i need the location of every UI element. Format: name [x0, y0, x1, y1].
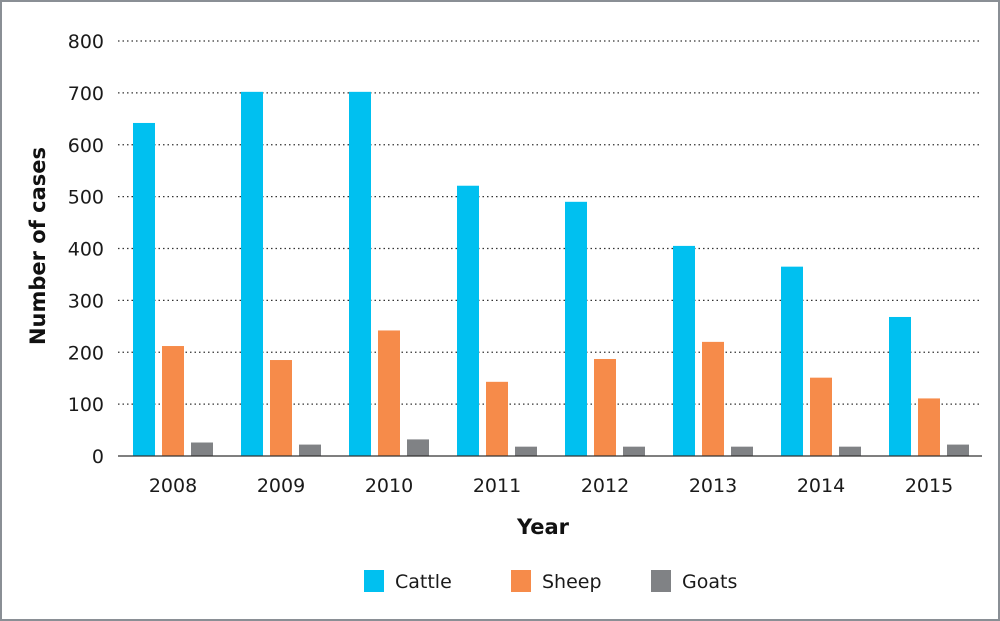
- y-axis-ticks: 0 100 200 300 400 500 600 700 800: [68, 31, 104, 468]
- x-tick-label: 2012: [581, 475, 629, 497]
- legend-label-goats: Goats: [682, 571, 737, 593]
- legend: Cattle Sheep Goats: [364, 570, 737, 593]
- y-tick-label: 400: [68, 239, 104, 261]
- bar-goats-2009: [299, 444, 321, 456]
- bar-sheep-2012: [594, 358, 616, 456]
- y-tick-label: 700: [68, 83, 104, 105]
- x-tick-label: 2015: [905, 475, 953, 497]
- bar-cattle-2013: [673, 245, 695, 456]
- legend-swatch-goats: [651, 570, 671, 592]
- bar-cattle-2015: [889, 316, 911, 456]
- bar-sheep-2010: [378, 330, 400, 456]
- bar-sheep-2009: [270, 360, 292, 456]
- bar-cattle-2011: [457, 185, 479, 456]
- bar-cattle-2012: [565, 201, 587, 456]
- bar-goats-2012: [623, 446, 645, 456]
- bar-sheep-2015: [918, 398, 940, 456]
- bar-goats-2015: [947, 444, 969, 456]
- bar-goats-2014: [839, 446, 861, 456]
- bar-cattle-2008: [133, 122, 155, 457]
- x-tick-label: 2013: [689, 475, 737, 497]
- y-tick-label: 600: [68, 135, 104, 157]
- y-tick-label: 800: [68, 31, 104, 53]
- bar-goats-2011: [515, 446, 537, 456]
- legend-swatch-cattle: [364, 570, 384, 592]
- x-tick-label: 2014: [797, 475, 845, 497]
- bars: [133, 91, 969, 457]
- legend-swatch-sheep: [511, 570, 531, 592]
- bar-sheep-2013: [702, 341, 724, 456]
- bar-sheep-2008: [162, 346, 184, 456]
- y-tick-label: 0: [92, 446, 104, 468]
- bar-goats-2010: [407, 439, 429, 456]
- y-tick-label: 300: [68, 290, 104, 312]
- bar-cattle-2009: [241, 91, 263, 457]
- bar-cattle-2010: [349, 91, 371, 457]
- bar-sheep-2014: [810, 377, 832, 456]
- x-tick-label: 2009: [257, 475, 305, 497]
- bar-cattle-2014: [781, 266, 803, 456]
- x-tick-label: 2011: [473, 475, 521, 497]
- bar-goats-2008: [191, 442, 213, 456]
- x-tick-label: 2008: [149, 475, 197, 497]
- y-tick-label: 200: [68, 342, 104, 364]
- bar-goats-2013: [731, 446, 753, 456]
- x-tick-label: 2010: [365, 475, 413, 497]
- y-tick-label: 100: [68, 394, 104, 416]
- legend-label-cattle: Cattle: [395, 571, 452, 593]
- x-axis-ticks: 2008 2009 2010 2011 2012 2013 2014 2015: [149, 475, 953, 497]
- y-tick-label: 500: [68, 187, 104, 209]
- bar-sheep-2011: [486, 381, 508, 456]
- x-axis-title: Year: [516, 515, 570, 539]
- legend-label-sheep: Sheep: [542, 571, 602, 593]
- y-axis-title: Number of cases: [26, 147, 50, 345]
